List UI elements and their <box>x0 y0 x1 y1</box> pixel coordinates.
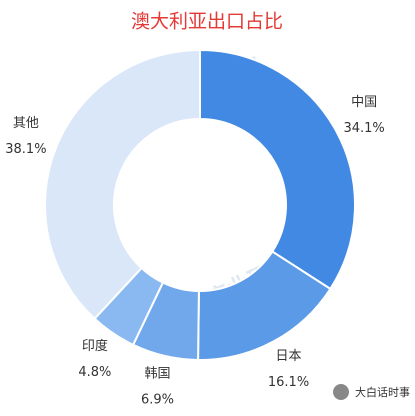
value-label: 38.1% <box>5 142 46 157</box>
donut-slice <box>44 48 201 321</box>
value-label: 34.1% <box>343 121 384 136</box>
source: 大白话时事 <box>355 385 410 399</box>
donut-slice <box>199 48 356 291</box>
value-label: 4.8% <box>78 365 111 380</box>
slice-label: 韩国 <box>144 367 170 382</box>
slice-label: 日本 <box>276 349 302 364</box>
value-label: 6.9% <box>141 393 174 408</box>
source-icon <box>333 384 349 400</box>
chart-title: 澳大利亚出口占比 <box>131 11 283 33</box>
slice-label: 印度 <box>82 338 108 354</box>
slice-label: 其他 <box>13 116 39 131</box>
value-label: 16.1% <box>268 375 309 390</box>
slice-label: 中国 <box>351 95 377 110</box>
